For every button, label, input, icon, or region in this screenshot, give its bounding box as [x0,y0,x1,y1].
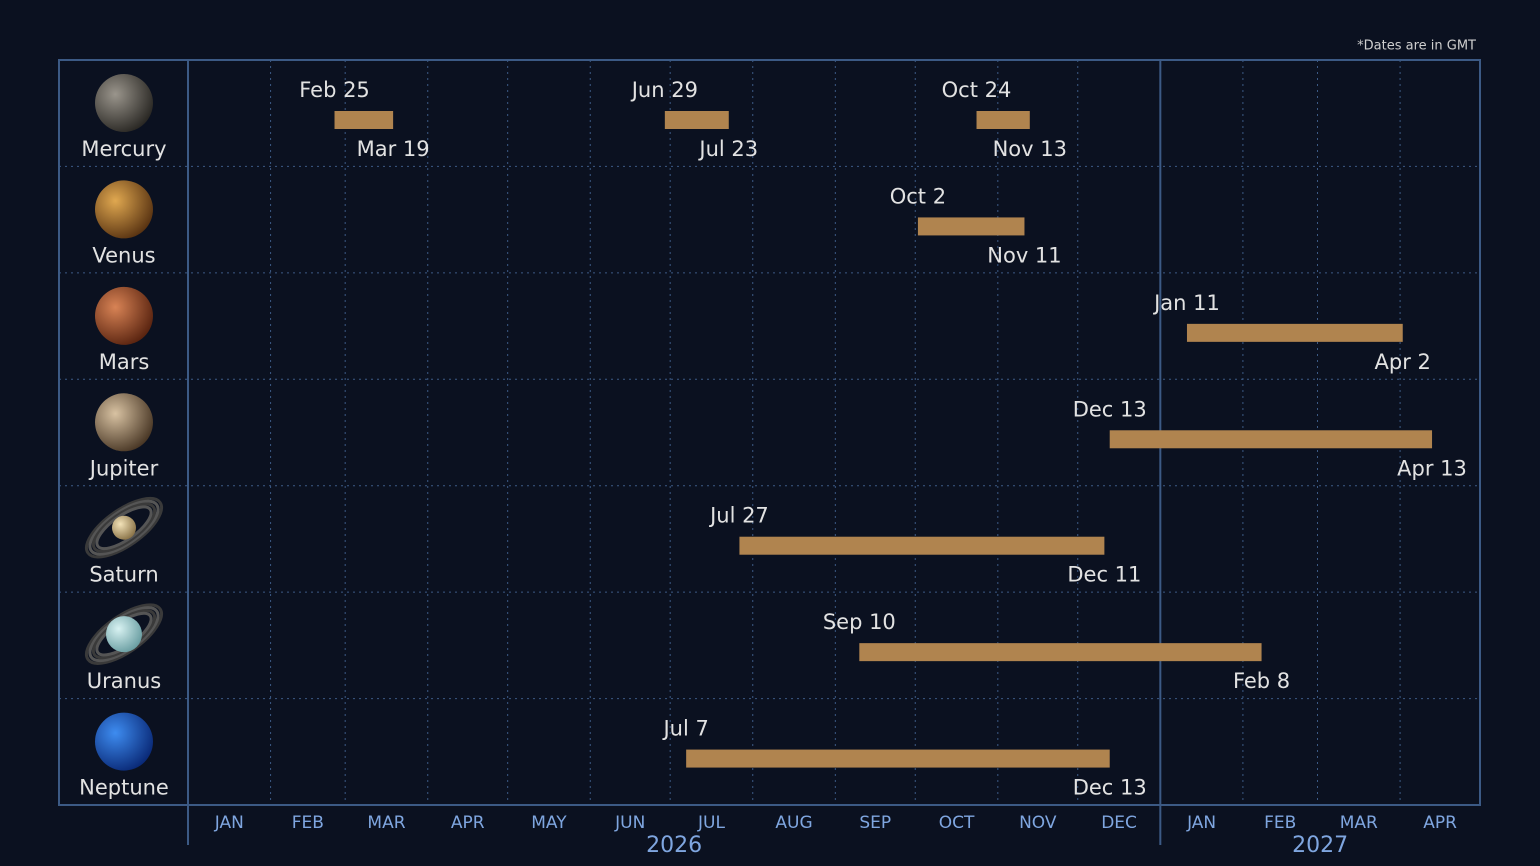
end-label: Dec 11 [1067,563,1141,587]
retrograde-bar [976,111,1030,129]
planet-name: Mercury [81,137,166,161]
month-label: FEB [1264,813,1296,833]
planet-name: Venus [92,243,155,267]
retrograde-bar [1186,323,1403,342]
month-label: DEC [1101,813,1137,833]
start-label: Jul 7 [661,717,708,741]
month-label: NOV [1019,813,1057,833]
retrograde-bar [859,643,1262,662]
start-label: Oct 24 [942,78,1012,102]
retrograde-bar [664,111,729,129]
ring [91,502,157,553]
retrograde-bar [917,217,1025,236]
end-label: Jul 23 [697,137,758,161]
planet-icon [112,515,136,540]
month-label: MAR [1340,813,1378,833]
month-label: MAY [531,813,567,833]
start-label: Jan 11 [1152,291,1220,315]
planet-icon [95,393,153,452]
planet-icon [95,180,153,239]
month-label: APR [451,813,485,833]
ring [88,499,160,556]
start-label: Jul 27 [708,504,769,528]
month-label: APR [1423,813,1457,833]
month-label: MAR [367,813,405,833]
start-label: Oct 2 [890,184,946,208]
month-label: SEP [859,813,891,833]
month-label: JUN [614,813,645,833]
start-label: Jun 29 [630,78,698,102]
planet-name: Mars [99,350,150,374]
start-label: Dec 13 [1073,397,1147,421]
month-label: OCT [939,813,975,833]
end-label: Nov 11 [987,243,1061,267]
planet-name: Saturn [89,563,158,587]
planet-icon [106,616,142,653]
month-label: AUG [775,813,812,833]
end-label: Nov 13 [993,137,1067,161]
start-label: Sep 10 [823,610,896,634]
footnote: *Dates are in GMT [1357,39,1476,54]
end-label: Feb 8 [1233,669,1290,693]
end-label: Apr 13 [1397,456,1467,480]
planet-rings [85,496,163,559]
ring [85,496,163,559]
end-label: Dec 13 [1073,776,1147,800]
planet-name: Jupiter [88,456,159,480]
ring [95,505,153,551]
end-label: Mar 19 [357,137,430,161]
ring [85,603,163,665]
month-label: JAN [214,813,244,833]
planet-name: Neptune [79,776,169,800]
end-label: Apr 2 [1375,350,1431,374]
planet-icon [95,712,153,771]
retrograde-bar [739,536,1105,555]
year-label: 2026 [646,833,702,858]
plot-frame [58,59,1481,806]
retrograde-bar [334,111,394,129]
retrograde-bar [686,749,1110,768]
month-label: FEB [292,813,324,833]
planet-icon [95,286,153,345]
month-label: JAN [1186,813,1216,833]
planet-name: Uranus [87,669,161,693]
chart-layer: JAN FEB MAR APR MAY JUN JUL AUG SEP OCT NOV DEC 2026… [59,60,1480,858]
retrograde-bar [1109,430,1433,449]
start-label: Feb 25 [299,78,370,102]
month-label: JUL [697,813,725,833]
year-label: 2027 [1292,833,1348,858]
planet-icon [95,74,153,132]
